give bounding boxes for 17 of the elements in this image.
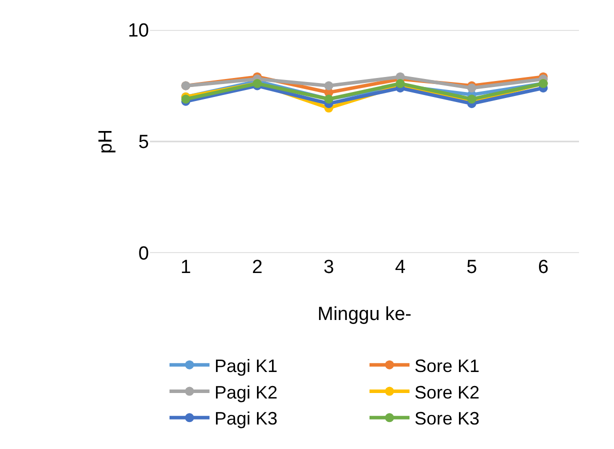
x-tick-label: 2 — [252, 257, 263, 278]
legend-label: Pagi K1 — [214, 356, 278, 376]
legend-label: Sore K3 — [414, 408, 480, 429]
x-tick-label: 5 — [466, 257, 478, 278]
x-tick-label: 4 — [394, 257, 406, 278]
legend-label: Pagi K3 — [214, 408, 278, 429]
x-axis-title: Minggu ke- — [318, 304, 412, 325]
x-tick-label: 6 — [538, 257, 549, 278]
x-tick-label: 1 — [180, 257, 192, 278]
y-tick-label: 0 — [138, 244, 149, 265]
legend-label: Pagi K2 — [214, 382, 278, 402]
y-tick-label: 10 — [128, 20, 149, 42]
y-tick-label: 5 — [138, 132, 149, 154]
x-tick-label: 3 — [323, 257, 334, 278]
legend-label: Sore K2 — [414, 382, 480, 402]
legend-label: Sore K1 — [414, 356, 480, 376]
y-axis-title: pH — [96, 129, 117, 154]
